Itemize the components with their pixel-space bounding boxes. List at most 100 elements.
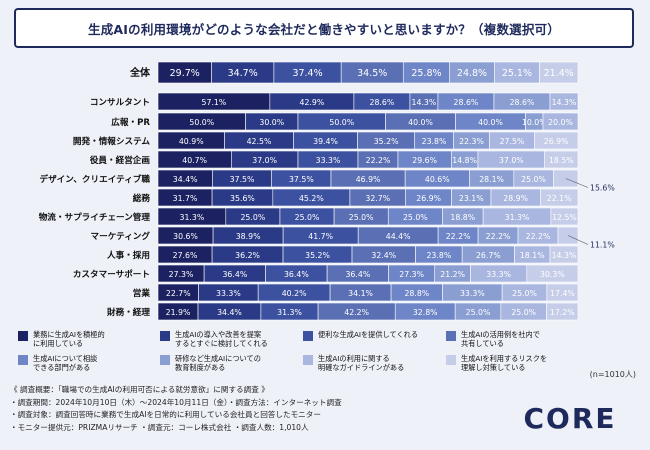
data-label: 34.7% [228,68,258,79]
callout-line [565,178,589,188]
category-label: マーケティング [91,230,151,242]
category-label: 開発・情報システム [73,135,150,147]
data-label: 36.4% [222,270,247,279]
data-label: 32.8% [413,308,438,317]
legend-item: 生成AIを利用するリスクを 理解し対策している [446,354,596,372]
legend-label: 生成AIの利用に関する 明確なガイドラインがある [318,354,405,372]
data-label: 33.3% [460,289,485,298]
data-label: 37.5% [289,175,314,184]
legend-swatch [303,355,313,365]
core-logo: CORE [523,402,616,435]
legend-item: 業務に生成AIを積極的 に利用している [18,330,168,348]
data-label: 22.2% [486,232,511,241]
data-label: 34.4% [173,175,198,184]
data-label: 35.2% [305,251,330,260]
data-label: 22.2% [366,156,391,165]
data-label: 44.4% [386,232,411,241]
data-label: 14.8% [452,156,477,165]
bar-segment [546,302,579,321]
data-label: 10.0% [522,118,547,127]
category-label: 物流・サプライチェーン管理 [39,211,151,223]
legend-swatch [18,331,28,341]
data-label: 26.9% [416,194,441,203]
data-label: 35.6% [230,194,255,203]
data-label: 23.1% [459,194,484,203]
data-label: 36.2% [235,251,260,260]
footnote-line: ・調査対象：調査回答時に業務で生成AIを日常的に利用している会社員と回答したモニ… [10,410,321,419]
callout-label: 11.1% [590,241,615,250]
data-label: 26.7% [476,251,501,260]
logo-text: CORE [523,402,616,435]
bar-segment [549,92,579,111]
data-label: 17.4% [550,289,575,298]
data-label: 23.8% [426,251,451,260]
bar-segment [546,283,579,302]
data-label: 40.9% [179,137,204,146]
legend-swatch [303,331,313,341]
category-label: 全体 [129,66,151,79]
category-label: 広報・PR [111,116,150,128]
bar-segment [542,112,579,131]
chart-title: 生成AIの利用環境がどのような会社だと働きやすいと思いますか？（複数選択可） [14,8,634,48]
footnote-line: ・モニター提供元：PRIZMAリサーチ ・調査元：コーレ株式会社 ・調査人数：1… [10,422,309,432]
data-label: 21.2% [440,270,465,279]
data-label: 22.1% [547,194,572,203]
data-label: 25.0% [349,213,374,222]
category-label: カスタマーサポート [73,268,150,280]
callout-line [567,235,589,245]
data-label: 21.9% [166,308,191,317]
data-label: 31.3% [277,308,302,317]
data-label: 22.7% [166,289,191,298]
data-label: 25.8% [411,68,441,79]
data-label: 36.4% [345,270,370,279]
data-label: 30.6% [173,232,198,241]
data-label: 32.7% [365,194,390,203]
data-label: 14.3% [552,251,577,260]
data-label: 33.3% [216,289,241,298]
data-label: 57.1% [202,98,227,107]
data-label: 28.6% [454,98,479,107]
data-label: 28.8% [404,289,429,298]
data-label: 18.1% [520,251,545,260]
legend: 業務に生成AIを積極的 に利用している 生成AIの導入や改善を提案 するとすぐに検… [18,330,618,380]
bar-segment [539,188,579,207]
legend-item: 生成AIの活用例を社内で 共有している [446,330,596,348]
legend-item: 生成AIの利用に関する 明確なガイドラインがある [303,354,453,372]
data-label: 23.8% [422,137,447,146]
data-label: 33.3% [486,270,511,279]
data-label: 29.6% [412,156,437,165]
category-label: 人事・採用 [107,249,150,261]
data-label: 40.0% [408,118,433,127]
data-label: 37.0% [252,156,277,165]
data-label: 29.7% [170,68,200,79]
survey-footnote: 《 調査概要：「職場での生成AIの利用可否による就労意欲」に関する調査 》 ・調… [10,384,510,434]
legend-item: 便利な生成AIを提供してくれる [303,330,453,341]
legend-label: 生成AIの導入や改善を提案 するとすぐに検討してくれる [175,330,268,348]
category-label: デザイン、クリエイティブ職 [39,173,150,185]
data-label: 14.3% [412,98,437,107]
legend-swatch [160,331,170,341]
data-label: 42.2% [344,308,369,317]
legend-swatch [160,355,170,365]
data-label: 25.0% [512,289,537,298]
data-label: 28.6% [510,98,535,107]
data-label: 33.3% [316,156,341,165]
data-label: 25.1% [502,68,532,79]
data-label: 50.0% [189,118,214,127]
data-label: 31.7% [173,194,198,203]
sample-size-note: (n=1010人) [589,370,636,379]
data-label: 25.0% [466,308,491,317]
data-label: 40.6% [425,175,450,184]
bar-segment [533,131,579,150]
legend-label: 生成AIの活用例を社内で 共有している [461,330,540,348]
category-label: 総務 [133,192,151,204]
data-label: 30.3% [540,270,565,279]
footnote-line: ・調査期間：2024年10月10日（木）～2024年10月11日（金）・調査方法… [10,397,342,407]
legend-swatch [18,355,28,365]
data-label: 27.5% [500,137,525,146]
data-label: 45.2% [299,194,324,203]
data-label: 31.3% [180,213,205,222]
category-label: 財務・経理 [106,306,150,318]
legend-label: 生成AIを利用するリスクを 理解し対策している [461,354,548,372]
legend-label: 業務に生成AIを積極的 に利用している [33,330,105,348]
